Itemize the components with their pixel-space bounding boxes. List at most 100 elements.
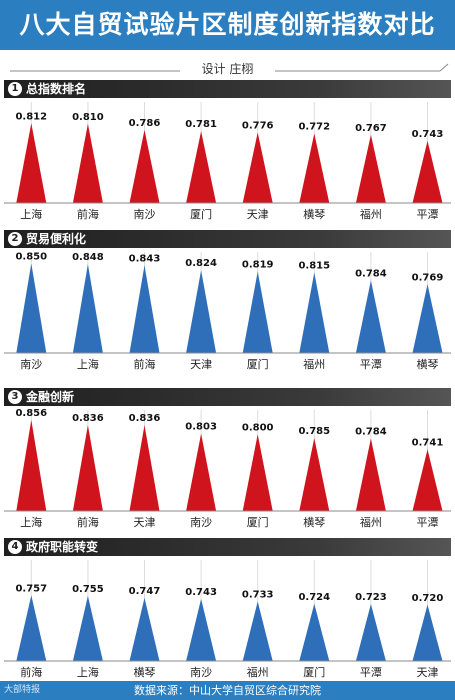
data-label: 0.786 (129, 118, 161, 129)
category-label: 平潭 (417, 516, 439, 529)
bar-上海 (16, 420, 47, 511)
data-label: 0.812 (15, 111, 47, 122)
category-label: 上海 (77, 665, 99, 679)
category-label: 前海 (20, 665, 42, 679)
bar-厦门 (299, 603, 330, 661)
section-title: 贸易便利化 (26, 232, 87, 246)
data-label: 0.800 (242, 422, 274, 433)
bar-福州 (299, 272, 330, 353)
chart-1: 0.812 上海 0.810 前海 0.786 南沙 0.781 厦门 0.776 天津 0.772… (4, 102, 451, 221)
category-label: 横琴 (134, 665, 156, 679)
category-label: 前海 (77, 207, 99, 221)
bar-南沙 (186, 598, 217, 661)
category-label: 厦门 (190, 207, 212, 221)
bar-天津 (412, 604, 443, 661)
category-label: 前海 (77, 515, 99, 529)
category-label: 天津 (417, 666, 439, 679)
bar-天津 (186, 270, 217, 353)
header-banner: 八大自贸试验片区制度创新指数对比 (0, 0, 455, 50)
data-label: 0.723 (355, 592, 387, 603)
category-label: 厦门 (247, 357, 269, 371)
chart-2: 0.850 南沙 0.848 上海 0.843 前海 0.824 天津 0.819 厦门 0.815… (4, 252, 451, 371)
chart-3: 0.856 上海 0.836 前海 0.836 天津 0.803 南沙 0.800 厦门 0.785… (4, 408, 451, 529)
data-label: 0.843 (129, 253, 161, 264)
data-label: 0.720 (412, 593, 444, 604)
category-label: 南沙 (190, 516, 212, 529)
data-label: 0.810 (72, 112, 104, 123)
data-label: 0.815 (298, 261, 330, 272)
data-label: 0.781 (185, 119, 217, 130)
data-label: 0.784 (355, 426, 387, 437)
section-header-2: 2 贸易便利化 (4, 230, 451, 248)
bar-上海 (72, 264, 103, 353)
category-label: 厦门 (247, 515, 269, 529)
data-label: 0.784 (355, 268, 387, 279)
category-label: 天津 (247, 208, 269, 221)
data-label: 0.836 (72, 413, 104, 424)
data-label: 0.850 (15, 252, 47, 263)
bar-天津 (242, 132, 273, 203)
data-label: 0.747 (129, 586, 161, 597)
category-label: 平潭 (360, 358, 382, 371)
section-header-3: 3 金融创新 (4, 388, 451, 406)
section-header-4: 4 政府职能转变 (4, 538, 451, 556)
data-label: 0.733 (242, 589, 274, 600)
data-label: 0.743 (185, 587, 217, 598)
section-number: 1 (8, 82, 22, 96)
data-label: 0.743 (412, 129, 444, 140)
category-label: 上海 (20, 207, 42, 221)
category-label: 福州 (360, 515, 382, 529)
data-label: 0.803 (185, 422, 217, 433)
designer-credit: 设计 庄栩 (201, 62, 254, 76)
credit-line: 设计 庄栩 (0, 60, 455, 78)
category-label: 南沙 (134, 208, 156, 221)
category-label: 上海 (20, 515, 42, 529)
footer-banner: 大部特报 数据来源：中山大学自贸区综合研究院 (0, 681, 455, 700)
bar-横琴 (129, 597, 160, 661)
data-label: 0.757 (15, 583, 47, 594)
data-label: 0.767 (355, 123, 387, 134)
data-label: 0.856 (15, 408, 47, 419)
bar-福州 (242, 601, 273, 661)
bar-厦门 (242, 271, 273, 353)
bar-平潭 (412, 140, 443, 203)
data-label: 0.848 (72, 252, 104, 263)
category-label: 平潭 (417, 208, 439, 221)
bar-南沙 (129, 129, 160, 203)
bar-厦门 (242, 434, 273, 511)
data-label: 0.741 (412, 437, 444, 448)
bar-厦门 (186, 131, 217, 203)
bar-上海 (16, 123, 47, 203)
bar-平潭 (412, 449, 443, 511)
credit-rule-tick (439, 63, 449, 72)
category-label: 平潭 (360, 666, 382, 679)
bar-平潭 (355, 604, 386, 661)
category-label: 福州 (247, 665, 269, 679)
category-label: 横琴 (303, 515, 325, 529)
category-label: 厦门 (303, 665, 325, 679)
section-title: 政府职能转变 (26, 540, 99, 554)
data-label: 0.776 (242, 120, 274, 131)
bar-横琴 (299, 133, 330, 203)
page-title: 八大自贸试验片区制度创新指数对比 (19, 10, 436, 39)
bar-横琴 (299, 438, 330, 511)
credit-rule (10, 63, 449, 72)
bar-南沙 (186, 433, 217, 511)
section-title: 金融创新 (26, 390, 75, 404)
category-label: 南沙 (20, 358, 42, 371)
category-label: 福州 (360, 207, 382, 221)
bar-平潭 (355, 280, 386, 353)
data-label: 0.724 (298, 592, 330, 603)
bar-前海 (129, 265, 160, 353)
data-source: 数据来源：中山大学自贸区综合研究院 (134, 684, 321, 697)
section-number: 4 (8, 540, 22, 554)
category-label: 上海 (77, 357, 99, 371)
data-label: 0.769 (412, 272, 444, 283)
bar-上海 (72, 595, 103, 661)
bar-前海 (72, 123, 103, 203)
data-label: 0.836 (129, 413, 161, 424)
bar-横琴 (412, 284, 443, 353)
bar-福州 (355, 438, 386, 511)
category-label: 横琴 (417, 357, 439, 371)
bar-南沙 (16, 263, 47, 353)
